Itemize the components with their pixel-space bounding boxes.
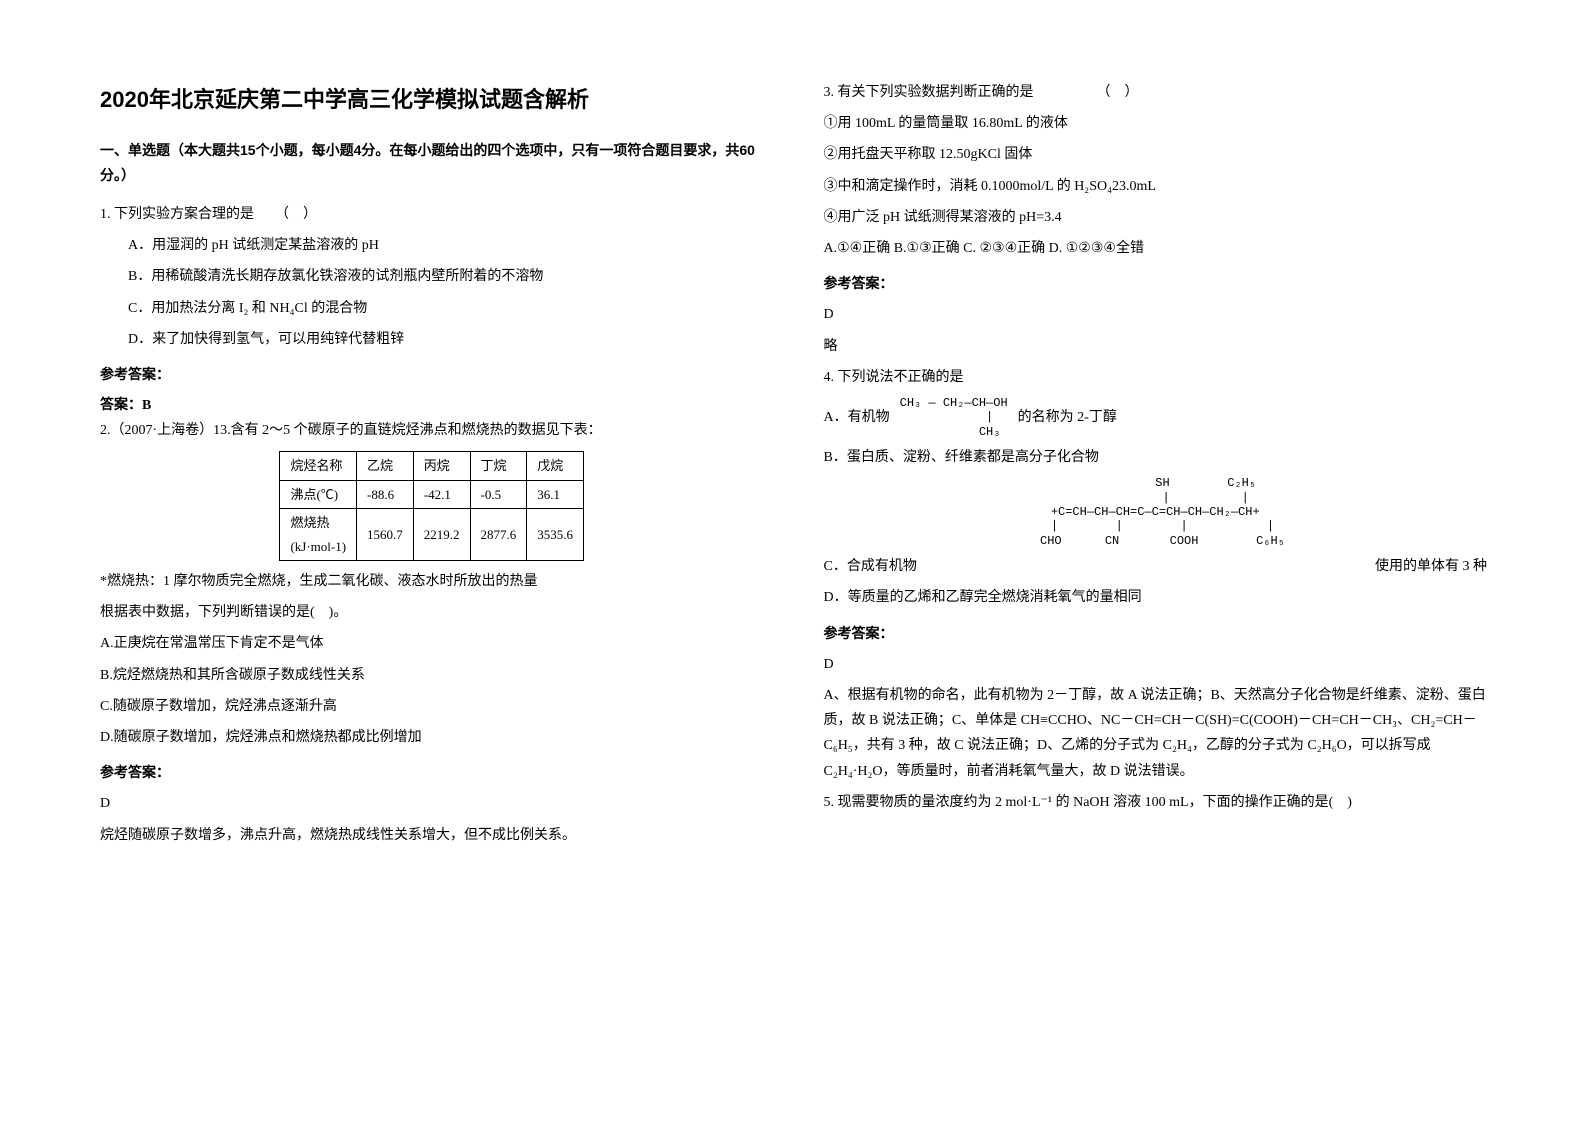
- q2-opt-a: A.正庚烷在常温常压下肯定不是气体: [100, 631, 764, 656]
- q2-ask: 根据表中数据，下列判断错误的是( )。: [100, 600, 764, 625]
- q3-l4: ④用广泛 pH 试纸测得某溶液的 pH=3.4: [824, 205, 1488, 230]
- q3-opts: A.①④正确 B.①③正确 C. ②③④正确 D. ①②③④全错: [824, 236, 1488, 261]
- cell: 丙烷: [413, 452, 470, 480]
- q1-ans-head: 参考答案：: [100, 362, 764, 387]
- q5-stem: 5. 现需要物质的量浓度约为 2 mol·L⁻¹ 的 NaOH 溶液 100 m…: [824, 790, 1488, 815]
- q1-opt-b: B．用稀硫酸清洗长期存放氯化铁溶液的试剂瓶内壁所附着的不溶物: [100, 264, 764, 289]
- q1-ans: 答案：B: [100, 393, 764, 418]
- doc-title: 2020年北京延庆第二中学高三化学模拟试题含解析: [100, 80, 764, 120]
- left-column: 2020年北京延庆第二中学高三化学模拟试题含解析 一、单选题（本大题共15个小题…: [100, 80, 794, 1082]
- right-column: 3. 有关下列实验数据判断正确的是 （ ） ①用 100mL 的量筒量取 16.…: [794, 80, 1488, 1082]
- q3-omit: 略: [824, 334, 1488, 359]
- cell: -42.1: [413, 480, 470, 508]
- q3-l1: ①用 100mL 的量筒量取 16.80mL 的液体: [824, 111, 1488, 136]
- q4-a-post: 的名称为 2-丁醇: [1018, 405, 1117, 430]
- cell: -88.6: [357, 480, 414, 508]
- cell: 36.1: [527, 480, 584, 508]
- cell-line1: 燃烧热: [290, 515, 329, 530]
- cell: 烷烃名称: [280, 452, 357, 480]
- q4-opt-d: D．等质量的乙烯和乙醇完全燃烧消耗氧气的量相同: [824, 585, 1488, 610]
- cell: 沸点(℃): [280, 480, 357, 508]
- q1-opt-d: D．来了加快得到氢气，可以用纯锌代替粗锌: [100, 327, 764, 352]
- q2-table: 烷烃名称 乙烷 丙烷 丁烷 戊烷 沸点(℃) -88.6 -42.1 -0.5 …: [279, 451, 584, 561]
- q2-note: *燃烧热：1 摩尔物质完全燃烧，生成二氧化碳、液态水时所放出的热量: [100, 569, 764, 594]
- q2-stem: 2.（2007·上海卷）13.含有 2～5 个碳原子的直链烷烃沸点和燃烧热的数据…: [100, 418, 764, 443]
- q2-ans-head: 参考答案：: [100, 760, 764, 785]
- q2-opt-b: B.烷烃燃烧热和其所含碳原子数成线性关系: [100, 663, 764, 688]
- section-intro: 一、单选题（本大题共15个小题，每小题4分。在每小题给出的四个选项中，只有一项符…: [100, 138, 764, 188]
- cell: 丁烷: [470, 452, 527, 480]
- q4-stem: 4. 下列说法不正确的是: [824, 365, 1488, 390]
- page: 2020年北京延庆第二中学高三化学模拟试题含解析 一、单选题（本大题共15个小题…: [0, 0, 1587, 1122]
- q4-a-pre: A．有机物: [824, 405, 890, 430]
- q4-ans: D: [824, 652, 1488, 677]
- cell-line2: (kJ·mol-1): [290, 539, 346, 554]
- cell: 乙烷: [357, 452, 414, 480]
- cell: 1560.7: [357, 509, 414, 561]
- table-row: 燃烧热 (kJ·mol-1) 1560.7 2219.2 2877.6 3535…: [280, 509, 584, 561]
- q1-opt-a: A．用湿润的 pH 试纸测定某盐溶液的 pH: [100, 233, 764, 258]
- q3-l2: ②用托盘天平称取 12.50gKCl 固体: [824, 142, 1488, 167]
- q4-opt-b: B．蛋白质、淀粉、纤维素都是高分子化合物: [824, 445, 1488, 470]
- q3-l3: ③中和滴定操作时，消耗 0.1000mol/L 的 H₂SO₄23.0mL: [824, 174, 1488, 199]
- q3-ans: D: [824, 302, 1488, 327]
- q2-opt-d: D.随碳原子数增加，烷烃沸点和燃烧热都成比例增加: [100, 725, 764, 750]
- table-row: 烷烃名称 乙烷 丙烷 丁烷 戊烷: [280, 452, 584, 480]
- q2-opt-c: C.随碳原子数增加，烷烃沸点逐渐升高: [100, 694, 764, 719]
- cell: 2219.2: [413, 509, 470, 561]
- q4-ans-head: 参考答案：: [824, 621, 1488, 646]
- cell: 戊烷: [527, 452, 584, 480]
- q4-c-post: 使用的单体有 3 种: [1375, 554, 1487, 579]
- cell: -0.5: [470, 480, 527, 508]
- q4-opt-a: A．有机物 CH₃ ― CH₂―CH―OH | CH₃ 的名称为 2-丁醇: [824, 396, 1488, 439]
- q1-stem: 1. 下列实验方案合理的是 （ ）: [100, 202, 764, 227]
- q2-ans: D: [100, 791, 764, 816]
- cell: 2877.6: [470, 509, 527, 561]
- q1-opt-c: C．用加热法分离 I₂ 和 NH₄Cl 的混合物: [100, 296, 764, 321]
- q4-c-struct: SH C₂H₅ | | +C=CH—CH—CH=C—C=CH—CH—CH₂—CH…: [824, 476, 1488, 548]
- q4-c-pre: C．合成有机物: [824, 554, 917, 579]
- q4-opt-c: SH C₂H₅ | | +C=CH—CH—CH=C—C=CH—CH—CH₂—CH…: [824, 476, 1488, 579]
- cell: 燃烧热 (kJ·mol-1): [280, 509, 357, 561]
- q4-a-struct: CH₃ ― CH₂―CH―OH | CH₃: [900, 396, 1008, 439]
- q3-ans-head: 参考答案：: [824, 271, 1488, 296]
- q2-expl: 烷烃随碳原子数增多，沸点升高，燃烧热成线性关系增大，但不成比例关系。: [100, 823, 764, 848]
- table-row: 沸点(℃) -88.6 -42.1 -0.5 36.1: [280, 480, 584, 508]
- q3-stem: 3. 有关下列实验数据判断正确的是 （ ）: [824, 80, 1488, 105]
- cell: 3535.6: [527, 509, 584, 561]
- q4-expl: A、根据有机物的命名，此有机物为 2－丁醇，故 A 说法正确；B、天然高分子化合…: [824, 683, 1488, 784]
